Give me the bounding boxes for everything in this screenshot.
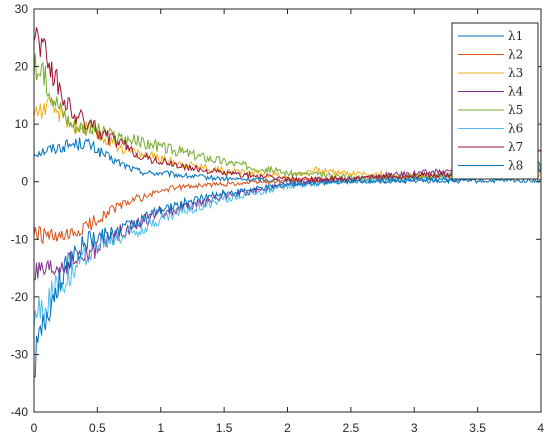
legend-box: [451, 22, 539, 180]
x-tick-label: 2: [284, 421, 291, 435]
y-tick-label: 0: [21, 175, 28, 189]
y-tick-label: -30: [11, 347, 29, 361]
plot-frame: [33, 8, 542, 413]
x-tick-label: 3: [411, 421, 418, 435]
x-tick-label: 0: [31, 421, 38, 435]
y-tick-label: -10: [11, 232, 29, 246]
legend-label: λ8: [508, 159, 523, 173]
y-tick-label: 20: [15, 60, 29, 74]
x-tick-label: 1.5: [216, 421, 233, 435]
series-line-8: [33, 166, 542, 378]
legend-label: λ5: [508, 103, 523, 117]
y-tick-label: 10: [15, 117, 29, 131]
legend: λ1 λ2 λ3 λ4 λ5 λ6 λ7 λ8: [451, 22, 539, 180]
legend-label: λ4: [508, 85, 524, 99]
legend-label: λ1: [508, 29, 523, 43]
x-tick-label: 0.5: [89, 421, 106, 435]
y-tick-label: -20: [11, 290, 29, 304]
x-tick-label: 3.5: [469, 421, 486, 435]
x-tick-label: 2.5: [343, 421, 360, 435]
y-tick-label: 30: [15, 2, 29, 16]
legend-label: λ3: [508, 66, 523, 80]
legend-label: λ6: [508, 122, 523, 136]
legend-label: λ7: [508, 140, 523, 154]
y-tick-label: -40: [11, 405, 29, 419]
legend-label: λ2: [508, 48, 523, 62]
x-tick-label: 4: [537, 421, 544, 435]
x-tick-label: 1: [157, 421, 164, 435]
